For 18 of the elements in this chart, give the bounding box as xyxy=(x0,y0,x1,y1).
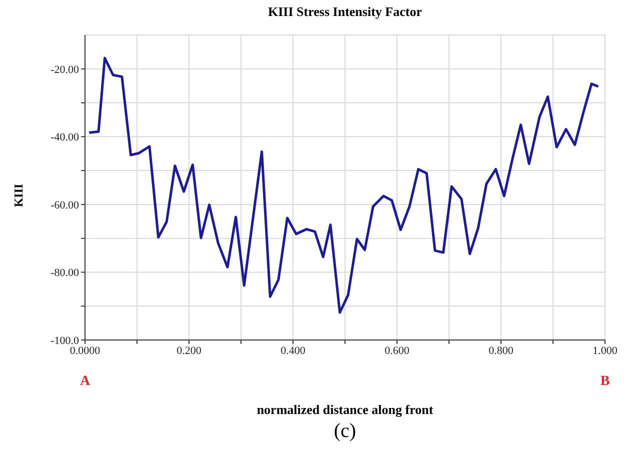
y-tick-label: -60.00 xyxy=(50,199,80,212)
chart-title: KIII Stress Intensity Factor xyxy=(267,4,423,20)
text: B xyxy=(599,374,611,390)
x-axis-title: normalized distance along front xyxy=(256,402,434,418)
y-tick-label: -80.00 xyxy=(50,267,80,280)
y-tick-label: -100.0 xyxy=(50,334,80,347)
x-tick-label: 0.0000 xyxy=(70,344,101,357)
text: (c) xyxy=(332,420,358,443)
x-tick-label: 0.200 xyxy=(176,344,202,357)
text: A xyxy=(78,374,92,390)
line-series xyxy=(88,56,600,314)
y-tick-label: -40.00 xyxy=(50,132,80,144)
y-axis-title: KIII xyxy=(12,182,26,210)
x-tick-label: 0.600 xyxy=(384,344,410,357)
y-tick-label: -20.00 xyxy=(50,64,80,76)
x-tick-label: 1.000 xyxy=(592,344,618,357)
x-tick-label: 0.800 xyxy=(488,344,514,357)
x-tick-label: 0.400 xyxy=(280,344,306,357)
